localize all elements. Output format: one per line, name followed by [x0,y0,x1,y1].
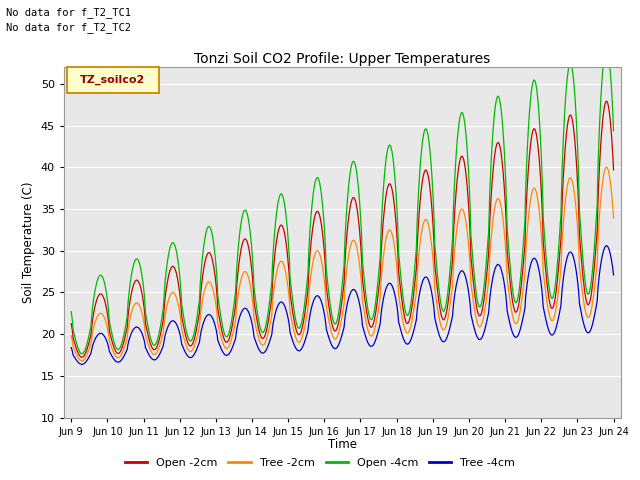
Open -4cm [298,317,306,323]
Tree -2cm [379,261,387,266]
Open -4cm [414,195,422,201]
Open -2cm [447,279,454,285]
Open -2cm [67,321,75,326]
Open -4cm [173,253,181,259]
Tree -4cm [414,299,422,305]
Tree -2cm [78,358,86,364]
Legend: Open -2cm, Tree -2cm, Open -4cm, Tree -4cm: Open -2cm, Tree -2cm, Open -4cm, Tree -4… [120,453,520,472]
Tree -4cm [610,272,618,278]
Tree -2cm [414,259,422,264]
Open -4cm [78,351,86,357]
Tree -2cm [310,253,318,259]
Open -2cm [610,167,618,173]
Open -2cm [603,98,611,104]
Tree -4cm [67,345,75,350]
Tree -2cm [67,333,75,338]
Tree -4cm [379,300,387,306]
Open -4cm [379,197,387,203]
Line: Tree -4cm: Tree -4cm [71,246,614,364]
Open -4cm [610,128,618,133]
Open -2cm [414,224,422,230]
Tree -4cm [603,243,611,249]
Open -4cm [310,183,318,189]
Line: Tree -2cm: Tree -2cm [71,168,614,361]
FancyBboxPatch shape [67,67,159,94]
Text: No data for f_T2_TC2: No data for f_T2_TC2 [6,22,131,33]
Open -4cm [447,263,454,268]
Line: Open -4cm: Open -4cm [71,67,614,354]
Open -4cm [67,309,75,314]
Tree -4cm [310,296,318,301]
Open -4cm [565,64,573,70]
Tree -4cm [447,323,454,328]
Tree -2cm [603,165,611,170]
Title: Tonzi Soil CO2 Profile: Upper Temperatures: Tonzi Soil CO2 Profile: Upper Temperatur… [195,52,490,66]
Tree -2cm [610,215,618,221]
Tree -2cm [173,298,181,303]
Tree -4cm [78,361,86,367]
Tree -2cm [447,299,454,305]
Text: No data for f_T2_TC1: No data for f_T2_TC1 [6,7,131,18]
Open -2cm [173,274,181,280]
X-axis label: Time: Time [328,438,357,451]
Tree -4cm [173,323,181,329]
Line: Open -2cm: Open -2cm [71,101,614,357]
Open -2cm [379,226,387,232]
Open -2cm [78,354,86,360]
Tree -4cm [298,345,306,350]
Text: TZ_soilco2: TZ_soilco2 [80,75,145,85]
Open -2cm [298,325,306,331]
Tree -2cm [298,334,306,340]
Y-axis label: Soil Temperature (C): Soil Temperature (C) [22,181,35,303]
Open -2cm [310,215,318,221]
